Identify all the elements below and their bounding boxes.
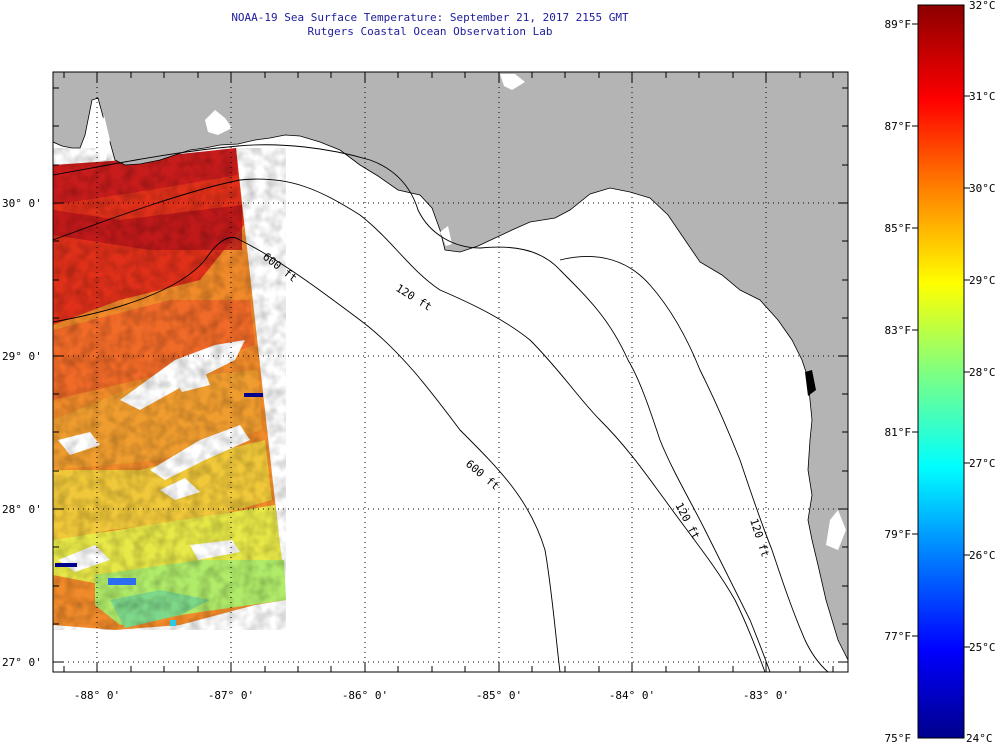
lat-label-30: 30° 0'	[2, 197, 42, 210]
colorbar-c-label: 28°C	[969, 366, 996, 379]
colorbar	[917, 4, 965, 739]
map-frame	[52, 71, 849, 673]
colorbar-f-label: 89°F	[885, 18, 912, 31]
colorbar-c-label: 31°C	[969, 90, 996, 103]
lon-label-86: -86° 0'	[342, 689, 388, 702]
colorbar-c-label: 32°C	[969, 0, 996, 12]
graticule	[53, 72, 848, 672]
lon-label-85: -85° 0'	[476, 689, 522, 702]
colorbar-c-label: 25°C	[969, 641, 996, 654]
colorbar-f-label: 79°F	[885, 528, 912, 541]
lon-label-83: -83° 0'	[743, 689, 789, 702]
colorbar-c-label: 30°C	[969, 182, 996, 195]
lat-label-28: 28° 0'	[2, 503, 42, 516]
colorbar-f-label: 85°F	[885, 222, 912, 235]
bathymetry-contours	[53, 144, 829, 672]
land-mass	[53, 72, 848, 661]
map-title: NOAA-19 Sea Surface Temperature: Septemb…	[231, 11, 629, 24]
lon-label-87: -87° 0'	[208, 689, 254, 702]
colorbar-c-label: 29°C	[969, 274, 996, 287]
sst-swath	[53, 148, 286, 630]
axis-ticks	[53, 72, 848, 672]
colorbar-c-label: 27°C	[969, 457, 996, 470]
colorbar-f-label: 77°F	[885, 630, 912, 643]
colorbar-c-label: 26°C	[969, 549, 996, 562]
colorbar-f-label: 87°F	[885, 120, 912, 133]
lon-label-84: -84° 0'	[609, 689, 655, 702]
lat-label-29: 29° 0'	[2, 350, 42, 363]
map-subtitle: Rutgers Coastal Ocean Observation Lab	[307, 25, 553, 38]
colorbar-f-label: 75°F	[885, 732, 912, 745]
colorbar-c-label: 24°C	[966, 732, 993, 745]
colorbar-ticks	[912, 23, 970, 648]
colorbar-f-label: 83°F	[885, 324, 912, 337]
lat-label-27: 27° 0'	[2, 656, 42, 669]
lon-label-88: -88° 0'	[74, 689, 120, 702]
colorbar-f-label: 81°F	[885, 426, 912, 439]
